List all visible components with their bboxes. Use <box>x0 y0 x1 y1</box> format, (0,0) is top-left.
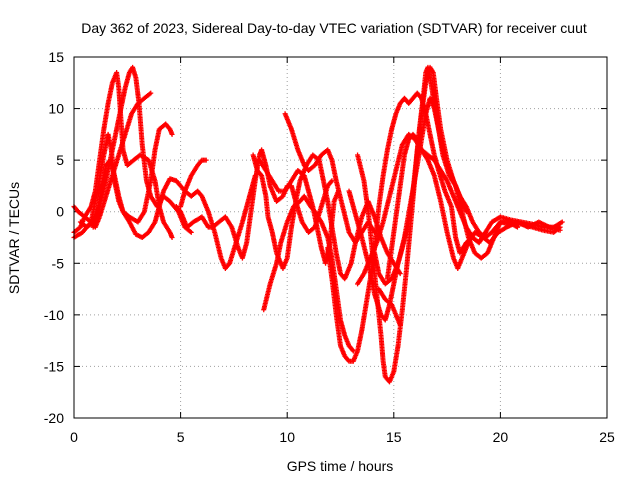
data-point-marker <box>188 229 194 235</box>
series-arc-2 <box>71 69 175 240</box>
series-arc-4 <box>71 90 154 235</box>
data-series <box>71 64 565 385</box>
x-tick-label: 10 <box>279 429 295 445</box>
y-axis-label: SDTVAR / TECUs <box>6 182 22 294</box>
grid-lines <box>74 57 607 418</box>
y-tick-label: 5 <box>56 152 64 168</box>
y-tick-label: -5 <box>52 255 65 271</box>
y-tick-label: -15 <box>44 358 64 374</box>
series-arc-5 <box>90 121 175 230</box>
data-point-marker <box>148 90 154 96</box>
plot-frame <box>73 56 608 419</box>
data-point-marker <box>203 157 209 163</box>
x-axis-label: GPS time / hours <box>287 458 394 474</box>
y-tick-label: -10 <box>44 307 64 323</box>
x-tick-label: 15 <box>386 429 402 445</box>
data-point-marker <box>169 235 175 240</box>
y-tick-label: 0 <box>56 204 64 220</box>
data-point-marker <box>329 178 335 184</box>
x-tick-label: 20 <box>493 429 509 445</box>
x-tick-label: 0 <box>70 429 78 445</box>
x-tick-label: 5 <box>177 429 185 445</box>
chart-title: Day 362 of 2023, Sidereal Day-to-day VTE… <box>81 20 587 36</box>
series-arc-6 <box>178 157 209 210</box>
x-tick-label: 25 <box>599 429 615 445</box>
y-tick-label: -20 <box>44 410 64 426</box>
series-arc-8 <box>256 157 341 266</box>
axis-ticks: 0 5 10 15 20 25 -20 -15 -10 -5 0 5 10 15 <box>44 49 615 445</box>
y-tick-label: 15 <box>48 49 64 65</box>
data-point-marker <box>169 131 175 137</box>
y-tick-label: 10 <box>48 101 64 117</box>
